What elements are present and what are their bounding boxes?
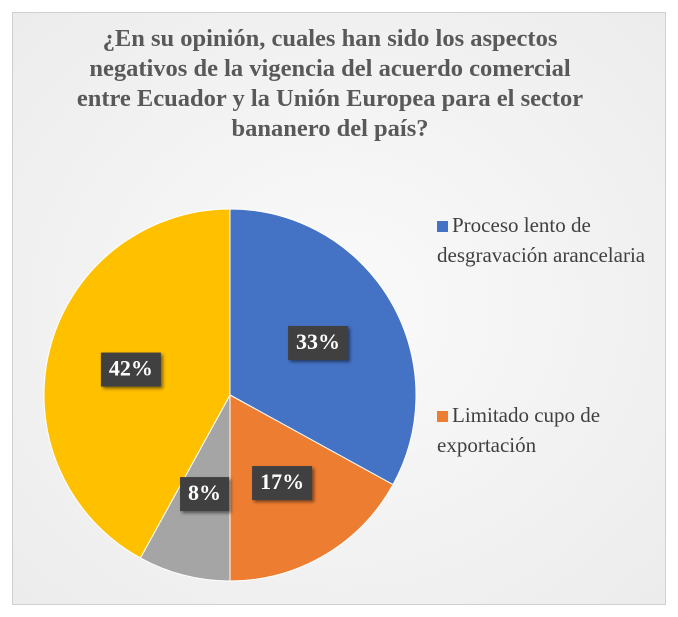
data-label: 42% (100, 352, 161, 387)
data-label-box (180, 477, 230, 512)
legend-swatch (437, 411, 448, 422)
chart-title: ¿En su opinión, cuales han sido los aspe… (76, 25, 584, 142)
data-label: 17% (252, 466, 313, 501)
legend-entry: Proceso lento de desgravación arancelari… (437, 210, 662, 270)
data-label-text: 33% (296, 329, 340, 354)
data-label-box (288, 325, 349, 360)
data-label-box (252, 466, 313, 501)
data-label: 33% (288, 325, 349, 360)
data-label: 8% (180, 477, 230, 512)
legend-label: Proceso lento de desgravación arancelari… (437, 213, 646, 267)
data-label-text: 42% (109, 356, 153, 381)
data-label-text: 17% (260, 469, 304, 494)
data-label-text: 8% (188, 480, 221, 505)
legend-entry: Limitado cupo de exportación (437, 400, 662, 460)
legend-label: Limitado cupo de exportación (437, 403, 601, 457)
data-label-box (100, 352, 161, 387)
legend-swatch (437, 221, 448, 232)
